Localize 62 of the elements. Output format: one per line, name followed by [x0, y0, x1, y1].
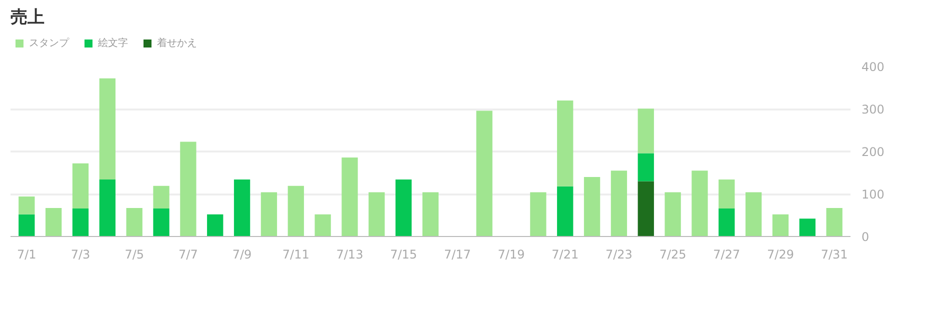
- x-tick-label: 7/23: [605, 248, 632, 262]
- bar: [718, 180, 735, 208]
- bar: [610, 170, 628, 236]
- bar: [342, 157, 358, 236]
- bar: [260, 192, 278, 236]
- x-tick-label: 7/11: [282, 248, 310, 262]
- bar: [153, 208, 170, 236]
- bar: [180, 142, 196, 236]
- x-tick-label: 7/27: [713, 248, 740, 262]
- y-tick-label: 300: [862, 102, 884, 116]
- bar: [72, 163, 89, 208]
- bar: [396, 180, 412, 236]
- x-tick-label: 7/15: [390, 248, 418, 262]
- bar: [368, 192, 385, 236]
- x-tick-label: 7/21: [552, 248, 579, 262]
- bar: [530, 192, 546, 236]
- x-tick-label: 7/31: [820, 248, 848, 262]
- bar: [718, 208, 735, 236]
- x-tick-label: 7/19: [498, 248, 525, 262]
- bar: [799, 218, 816, 236]
- bar: [476, 110, 492, 236]
- y-tick-label: 400: [862, 60, 884, 74]
- legend-label: 着せかえ: [157, 36, 197, 50]
- bar: [746, 192, 762, 236]
- bar: [584, 177, 600, 236]
- x-tick-label: 7/25: [659, 248, 686, 262]
- x-tick-label: 7/13: [336, 248, 364, 262]
- bar: [72, 208, 89, 236]
- bar: [638, 153, 654, 182]
- bar: [557, 186, 574, 236]
- x-tick-label: 7/5: [124, 248, 144, 262]
- bar: [638, 108, 654, 154]
- bar: [664, 192, 681, 236]
- x-tick-label: 7/1: [17, 248, 36, 262]
- chart-title: 売上: [10, 8, 44, 28]
- bar: [126, 208, 142, 236]
- legend-label: スタンプ: [29, 36, 69, 50]
- y-tick-label: 200: [862, 145, 884, 159]
- x-tick-label: 7/29: [767, 248, 794, 262]
- x-tick-label: 7/9: [232, 248, 252, 262]
- bar: [288, 186, 304, 236]
- bar: [234, 180, 250, 236]
- y-tick-label: 0: [862, 230, 870, 244]
- bar: [826, 208, 842, 236]
- bar: [18, 196, 35, 214]
- legend-label: 絵文字: [98, 36, 128, 50]
- bar: [638, 181, 654, 236]
- bar: [422, 192, 439, 236]
- bar: [46, 208, 62, 236]
- bar: [18, 214, 35, 236]
- y-tick-label: 100: [862, 188, 884, 202]
- bar: [153, 186, 170, 208]
- x-tick-label: 7/7: [178, 248, 198, 262]
- bar: [557, 100, 574, 186]
- bar: [99, 180, 116, 236]
- bar: [772, 214, 789, 236]
- bar: [692, 170, 708, 236]
- x-tick-label: 7/3: [70, 248, 90, 262]
- bar: [99, 78, 116, 180]
- bar: [314, 214, 331, 236]
- x-tick-label: 7/17: [444, 248, 471, 262]
- bar: [207, 214, 224, 236]
